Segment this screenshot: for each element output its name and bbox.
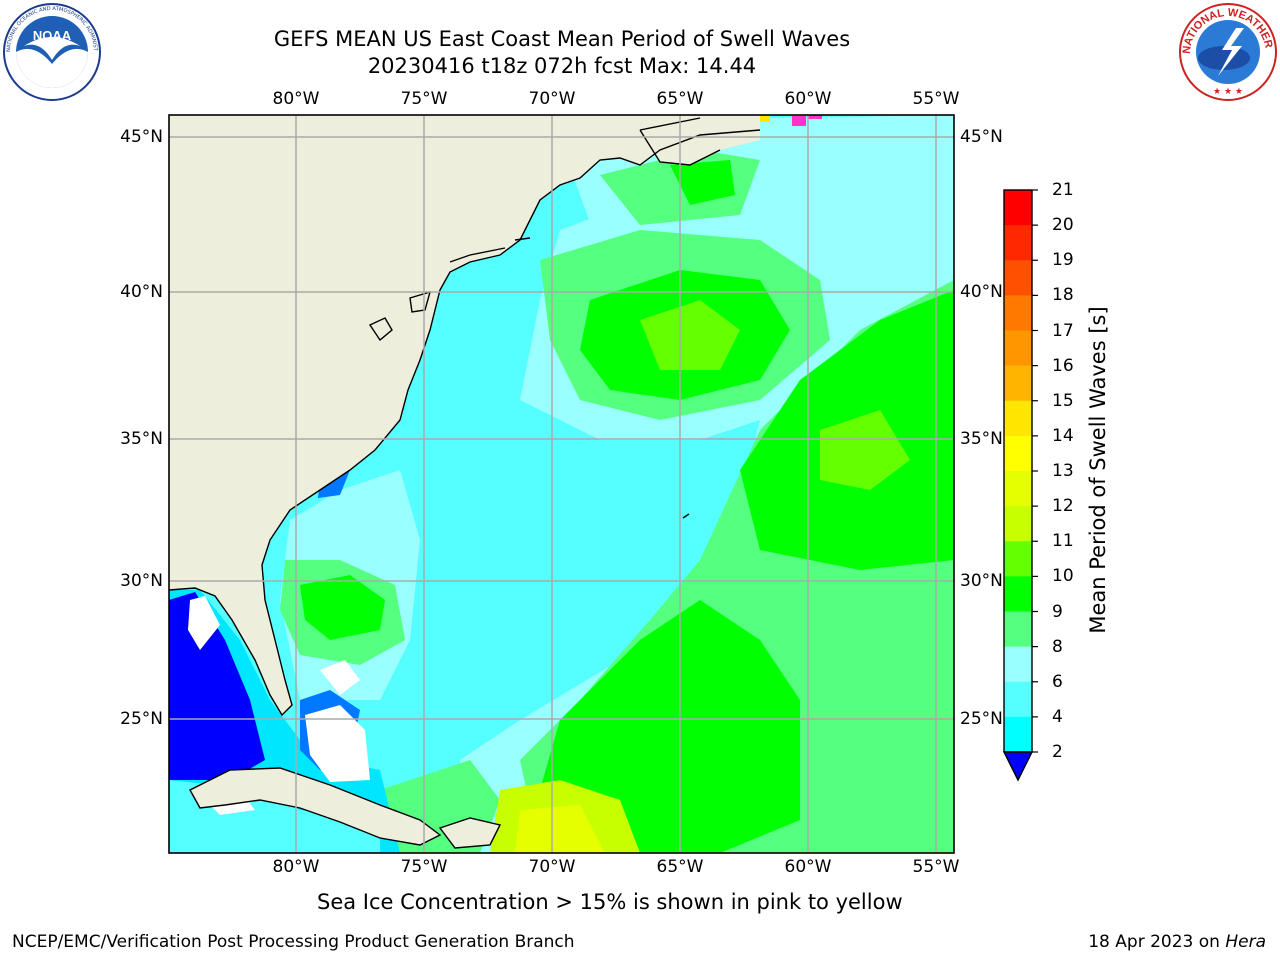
- colorbar-tick-label: 18: [1052, 285, 1074, 306]
- colorbar-tick-label: 19: [1052, 250, 1074, 271]
- lon-label-top: 60°W: [784, 89, 832, 109]
- lon-label-bot: 55°W: [912, 857, 960, 877]
- lon-label-bot: 65°W: [656, 857, 704, 877]
- colorbar-tick-label: 15: [1052, 390, 1074, 411]
- noaa-logo: NOAA NATIONAL OCEANIC AND ATMOSPHERIC AD…: [0, 2, 101, 101]
- lat-label-left: 40°N: [120, 282, 163, 302]
- colorbar-band: [1004, 225, 1032, 261]
- colorbar-band: [1004, 576, 1032, 612]
- colorbar-tick-label: 2: [1052, 742, 1063, 762]
- svg-text:★ ★ ★: ★ ★ ★: [1213, 87, 1243, 97]
- lon-label-bot: 60°W: [784, 857, 832, 877]
- colorbar-band: [1004, 400, 1032, 437]
- colorbar-label: Mean Period of Swell Waves [s]: [1086, 306, 1110, 634]
- lat-label-left: 25°N: [120, 709, 163, 729]
- colorbar-tick-label: 9: [1052, 601, 1063, 622]
- lat-label-left: 30°N: [120, 571, 163, 591]
- colorbar-tick-label: 20: [1052, 215, 1074, 236]
- colorbar-band: [1004, 190, 1032, 226]
- colorbar: [1002, 189, 1038, 782]
- colorbar-tick-label: 14: [1052, 425, 1074, 446]
- colorbar-tick-label: 6: [1052, 671, 1063, 692]
- lon-label-bot: 75°W: [400, 857, 448, 877]
- lat-label-right: 35°N: [960, 429, 1003, 449]
- lon-label-top: 80°W: [272, 89, 320, 109]
- colorbar-tick-label: 8: [1052, 636, 1063, 657]
- colorbar-tick-label: 11: [1052, 531, 1074, 552]
- colorbar-band: [1004, 330, 1032, 367]
- colorbar-tick-label: 17: [1052, 320, 1074, 341]
- lat-label-left: 45°N: [120, 127, 163, 147]
- map-frame: [168, 114, 955, 854]
- lon-label-top: 70°W: [528, 89, 576, 109]
- lon-label-bot: 80°W: [272, 857, 320, 877]
- lon-label-bot: 70°W: [528, 857, 576, 877]
- colorbar-tick-label: 12: [1052, 496, 1074, 517]
- lon-label-top: 55°W: [912, 89, 960, 109]
- colorbar-band: [1004, 611, 1032, 648]
- footer-date: 18 Apr 2023 on Hera: [1088, 932, 1266, 952]
- footer-credit: NCEP/EMC/Verification Post Processing Pr…: [12, 932, 575, 952]
- colorbar-tick-label: 10: [1052, 566, 1074, 587]
- svg-text:NOAA: NOAA: [33, 28, 72, 43]
- colorbar-band: [1004, 716, 1032, 753]
- colorbar-extend-arrow: [1002, 751, 1034, 782]
- lon-label-top: 65°W: [656, 89, 704, 109]
- colorbar-band: [1004, 681, 1032, 718]
- lat-label-right: 30°N: [960, 571, 1003, 591]
- colorbar-band: [1004, 506, 1032, 542]
- colorbar-band: [1004, 435, 1032, 472]
- colorbar-tick-label: 13: [1052, 461, 1074, 481]
- colorbar-band: [1004, 365, 1032, 402]
- colorbar-tick-label: 4: [1052, 706, 1063, 727]
- colorbar-band: [1004, 260, 1032, 296]
- lat-label-right: 45°N: [960, 127, 1003, 147]
- colorbar-tick-label: 21: [1052, 180, 1074, 200]
- map-field: [169, 115, 954, 853]
- colorbar-band: [1004, 471, 1032, 507]
- colorbar-band: [1004, 295, 1032, 331]
- lat-label-right: 40°N: [960, 282, 1003, 302]
- lon-label-top: 75°W: [400, 89, 448, 109]
- lat-label-right: 25°N: [960, 709, 1003, 729]
- nws-logo: NATIONAL WEATHER SERVICE ★ ★ ★: [1178, 2, 1277, 101]
- map-title: GEFS MEAN US East Coast Mean Period of S…: [273, 27, 851, 51]
- forecast-subtitle: 20230416 t18z 072h fcst Max: 14.44: [367, 54, 757, 78]
- colorbar-band: [1004, 646, 1032, 683]
- lat-label-left: 35°N: [120, 429, 163, 449]
- graticule: [169, 115, 954, 853]
- colorbar-band: [1004, 541, 1032, 577]
- colorbar-tick-label: 16: [1052, 355, 1074, 376]
